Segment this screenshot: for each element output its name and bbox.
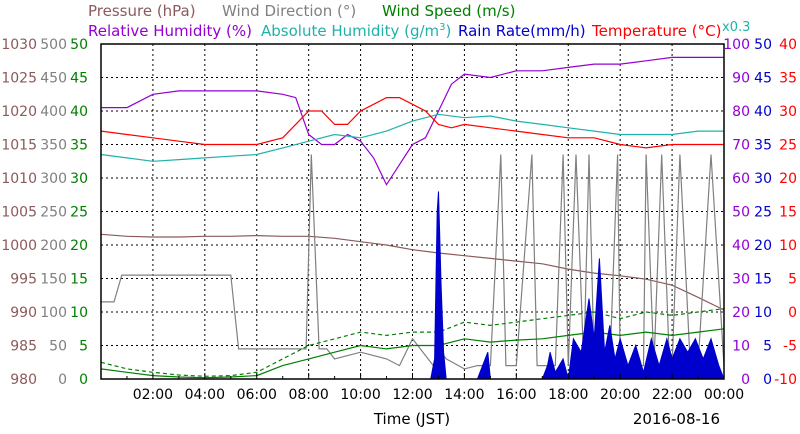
legend-relative-humidity: Relative Humidity (%) — [88, 22, 252, 40]
legend-wind-direction: Wind Direction (°) — [222, 2, 356, 20]
x-tick-label: 04:00 — [185, 387, 225, 403]
y-tick-temperature: 10 — [779, 238, 797, 254]
series-wind-direction — [101, 154, 725, 370]
y-tick-rain-rate: 5 — [763, 339, 772, 355]
y-tick-wind-speed: 25 — [70, 205, 88, 221]
y-tick-temperature: 25 — [779, 138, 797, 154]
y-tick-wind-speed: 35 — [70, 138, 88, 154]
y-tick-wind-speed: 5 — [79, 339, 88, 355]
y-tick-wind-direction: 400 — [40, 104, 67, 120]
y-tick-rain-rate: 45 — [754, 71, 772, 87]
y-tick-temperature: 40 — [779, 37, 797, 53]
x-tick-label: 08:00 — [288, 387, 328, 403]
y-tick-wind-direction: 300 — [40, 171, 67, 187]
y-tick-humidity: 100 — [723, 37, 750, 53]
y-tick-humidity: 0 — [741, 372, 750, 388]
y-tick-humidity: 20 — [732, 305, 750, 321]
y-tick-rain-rate: 50 — [754, 37, 772, 53]
y-tick-pressure: 980 — [10, 372, 37, 388]
x-tick-label: 18:00 — [548, 387, 588, 403]
legend-rain-rate: Rain Rate(mm/h) — [458, 22, 586, 40]
x-tick-label: 06:00 — [237, 387, 277, 403]
y-tick-humidity: 30 — [732, 272, 750, 288]
y-tick-temperature: 20 — [779, 171, 797, 187]
legend-wind-speed: Wind Speed (m/s) — [382, 2, 515, 20]
y-tick-wind-direction: 100 — [40, 305, 67, 321]
y-tick-wind-direction: 450 — [40, 71, 67, 87]
y-tick-wind-speed: 0 — [79, 372, 88, 388]
y-tick-pressure: 985 — [10, 339, 37, 355]
x-tick-label: 10:00 — [340, 387, 380, 403]
y-tick-pressure: 1030 — [1, 37, 37, 53]
x-tick-label: 02:00 — [133, 387, 173, 403]
y-tick-humidity: 90 — [732, 71, 750, 87]
y-tick-wind-direction: 50 — [49, 339, 67, 355]
y-tick-temperature: 30 — [779, 104, 797, 120]
legend-pressure: Pressure (hPa) — [88, 2, 196, 20]
y-tick-wind-speed: 40 — [70, 104, 88, 120]
series-absolute-humidity-g-m3 — [100, 113, 724, 162]
y-tick-wind-speed: 20 — [70, 238, 88, 254]
scale-note: x0.3 — [722, 20, 750, 35]
y-tick-temperature: 35 — [779, 71, 797, 87]
series-temperature-c — [100, 97, 724, 149]
series-pressure-hpa — [100, 233, 725, 311]
y-tick-humidity: 80 — [732, 104, 750, 120]
series-relative-humidity — [101, 56, 724, 186]
x-tick-label: 14:00 — [444, 387, 484, 403]
y-tick-temperature: -5 — [783, 339, 797, 355]
y-tick-wind-speed: 15 — [70, 272, 88, 288]
y-tick-humidity: 50 — [732, 205, 750, 221]
x-tick-label: 20:00 — [600, 387, 640, 403]
y-tick-temperature: 5 — [788, 272, 797, 288]
y-tick-temperature: 0 — [788, 305, 797, 321]
y-tick-rain-rate: 40 — [754, 104, 772, 120]
y-tick-pressure: 990 — [10, 305, 37, 321]
y-tick-rain-rate: 0 — [763, 372, 772, 388]
y-tick-wind-direction: 0 — [58, 372, 67, 388]
x-axis-label: Time (JST) — [373, 410, 450, 428]
y-tick-temperature: 15 — [779, 205, 797, 221]
y-tick-pressure: 1015 — [1, 138, 37, 154]
y-tick-humidity: 70 — [732, 138, 750, 154]
y-tick-humidity: 40 — [732, 238, 750, 254]
y-tick-pressure: 1010 — [1, 171, 37, 187]
y-tick-rain-rate: 30 — [754, 171, 772, 187]
y-tick-pressure: 1020 — [1, 104, 37, 120]
legend-temperature: Temperature (°C) — [591, 22, 721, 40]
y-tick-rain-rate: 25 — [754, 205, 772, 221]
y-tick-wind-direction: 500 — [40, 37, 67, 53]
y-tick-wind-direction: 250 — [40, 205, 67, 221]
x-tick-label: 12:00 — [392, 387, 432, 403]
x-tick-label: 00:00 — [704, 387, 744, 403]
y-tick-wind-speed: 10 — [70, 305, 88, 321]
legend-absolute-humidity: Absolute Humidity (g/m3) — [261, 22, 451, 40]
y-tick-rain-rate: 35 — [754, 138, 772, 154]
y-tick-wind-direction: 150 — [40, 272, 67, 288]
y-tick-wind-speed: 30 — [70, 171, 88, 187]
y-tick-wind-direction: 200 — [40, 238, 67, 254]
y-tick-pressure: 1005 — [1, 205, 37, 221]
y-tick-wind-direction: 350 — [40, 138, 67, 154]
y-tick-rain-rate: 10 — [754, 305, 772, 321]
y-tick-humidity: 60 — [732, 171, 750, 187]
y-tick-pressure: 1025 — [1, 71, 37, 87]
date-label: 2016-08-16 — [633, 410, 720, 428]
y-tick-wind-speed: 45 — [70, 71, 88, 87]
x-tick-label: 22:00 — [652, 387, 692, 403]
y-tick-rain-rate: 20 — [754, 238, 772, 254]
x-tick-label: 16:00 — [496, 387, 536, 403]
y-tick-temperature: -10 — [774, 372, 797, 388]
y-tick-wind-speed: 50 — [70, 37, 88, 53]
y-tick-pressure: 995 — [10, 272, 37, 288]
y-tick-rain-rate: 15 — [754, 272, 772, 288]
y-tick-pressure: 1000 — [1, 238, 37, 254]
y-tick-humidity: 10 — [732, 339, 750, 355]
